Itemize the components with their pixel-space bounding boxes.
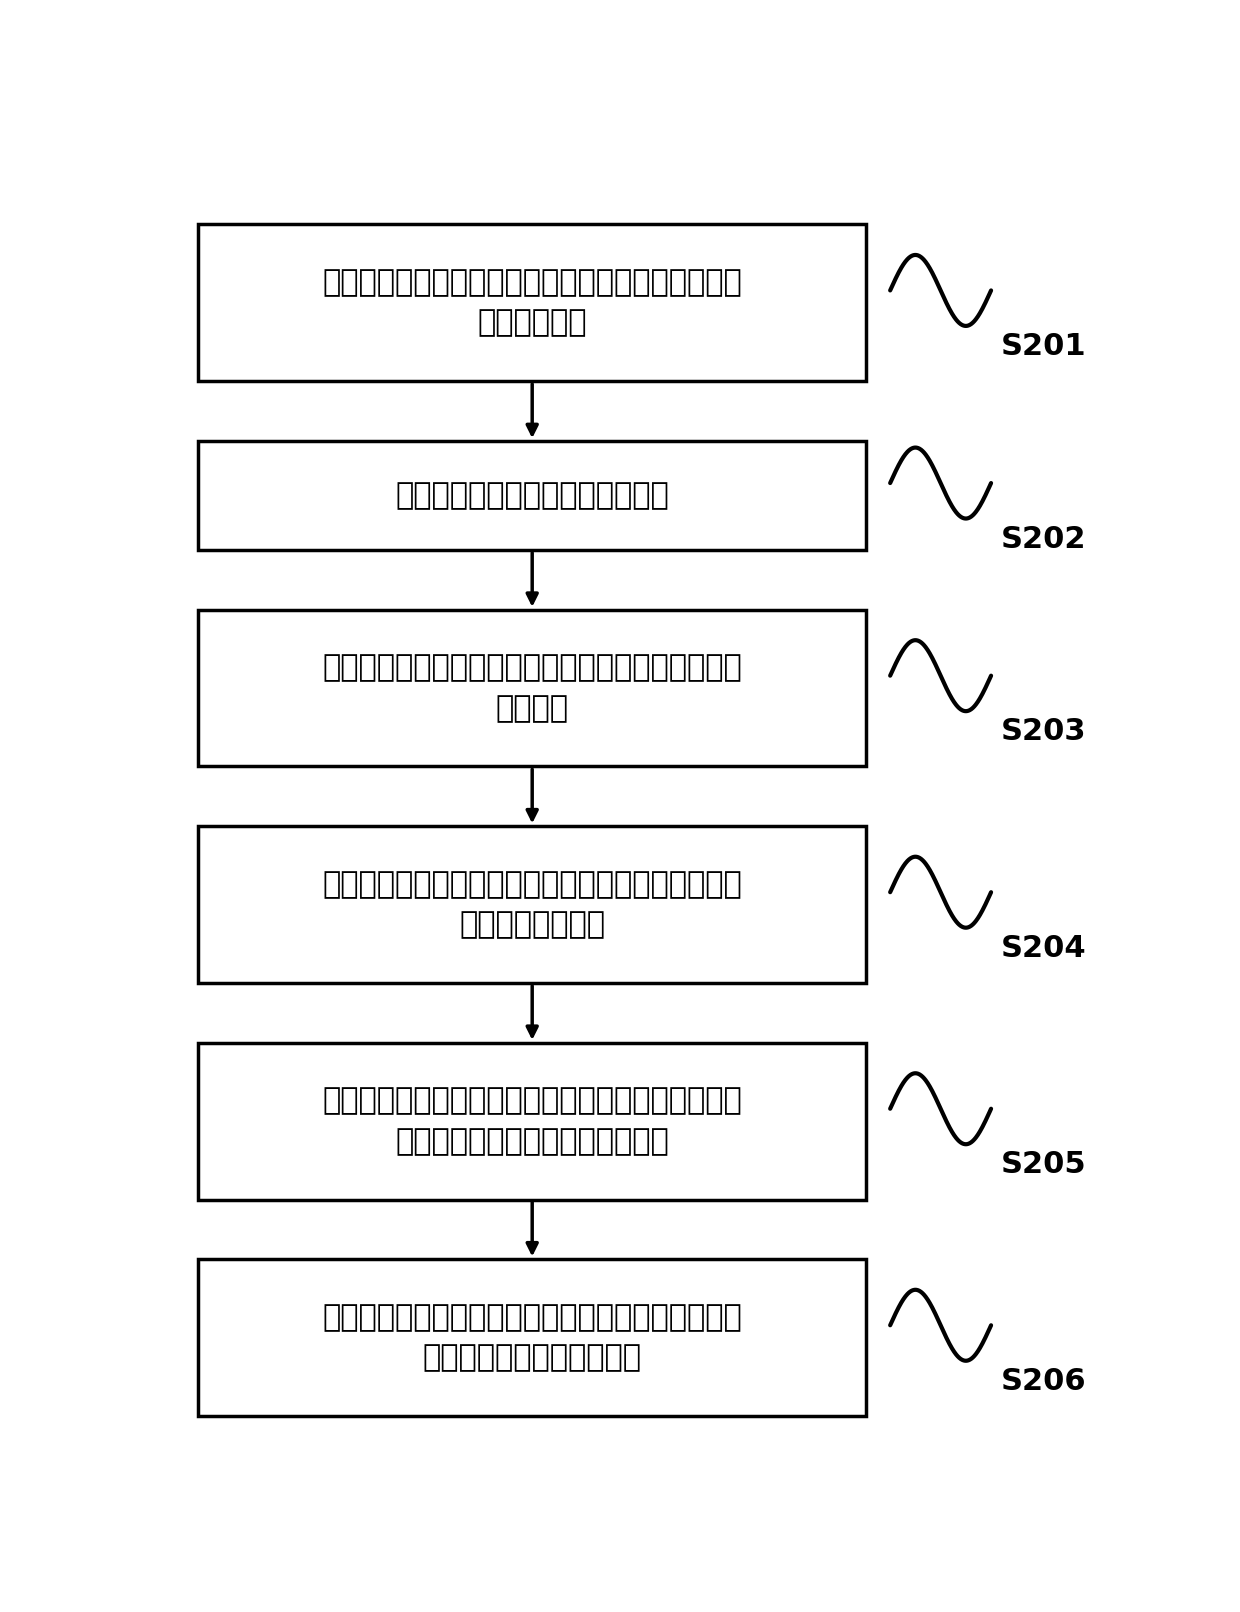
Bar [198, 1043, 866, 1199]
Text: S202: S202 [1001, 526, 1086, 555]
Text: S204: S204 [1001, 933, 1086, 962]
Text: S203: S203 [1001, 717, 1086, 746]
Text: S205: S205 [1001, 1151, 1086, 1180]
Text: S206: S206 [1001, 1367, 1086, 1396]
Bar [198, 224, 866, 380]
Bar [198, 609, 866, 766]
Bar [198, 1259, 866, 1415]
Text: 接收用户的选择指令，所述选择指令为从所有的可更
换电池中选择其中一个可更换电池: 接收用户的选择指令，所述选择指令为从所有的可更 换电池中选择其中一个可更换电池 [322, 1086, 742, 1156]
Text: S201: S201 [1001, 332, 1086, 361]
Bar [198, 827, 866, 983]
Text: 接收用户终端发送的搜索指令，所述搜索指令用于搜
索可更换电池: 接收用户终端发送的搜索指令，所述搜索指令用于搜 索可更换电池 [322, 268, 742, 337]
Bar [198, 442, 866, 550]
Text: 获取所述用户终端的第一位置信息: 获取所述用户终端的第一位置信息 [396, 480, 670, 509]
Text: 将所述选择指令所对应的可更换电池的位置信息和编
号信息发送至所述用户终端: 将所述选择指令所对应的可更换电池的位置信息和编 号信息发送至所述用户终端 [322, 1302, 742, 1372]
Text: 根据所述第一位置信息查找预设区域范围内所有的可
更换电池: 根据所述第一位置信息查找预设区域范围内所有的可 更换电池 [322, 653, 742, 722]
Text: 将每个所述可更换电池的位置信息和编号信息分别发
送至所述用户终端: 将每个所述可更换电池的位置信息和编号信息分别发 送至所述用户终端 [322, 870, 742, 940]
